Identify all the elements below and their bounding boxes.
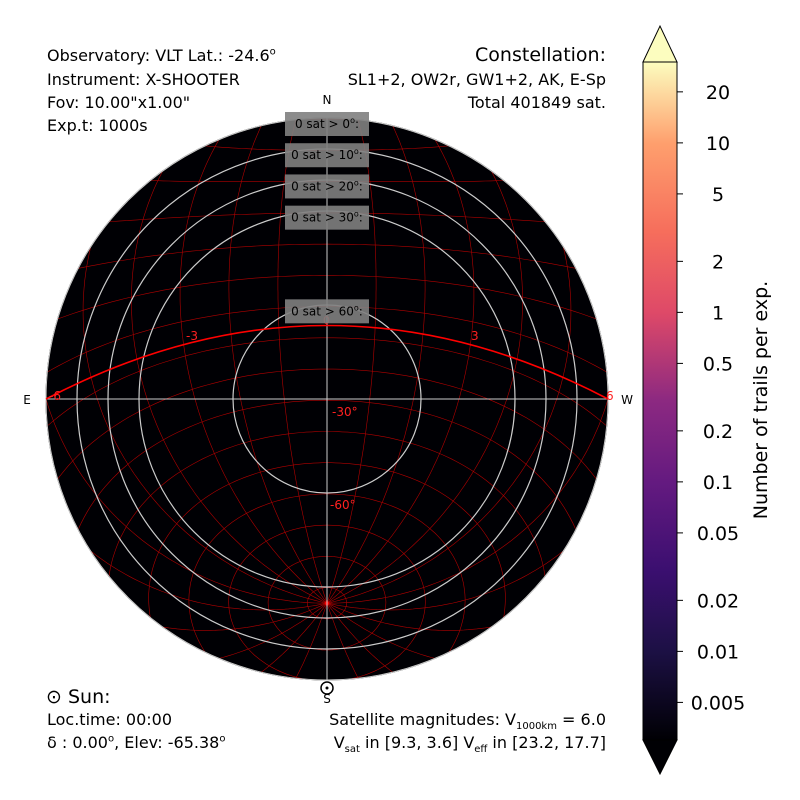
constellation-list: SL1+2, OW2r, GW1+2, AK, E-Sp (347, 70, 606, 89)
altitude-box-degree: o (354, 147, 359, 156)
altitude-box-label: 0 sat > 20o: (291, 178, 363, 193)
colorbar-tick-label: 20 (706, 82, 730, 104)
grid-ha-line (257, 603, 328, 675)
dec-label-60: -60° (330, 498, 356, 512)
altitude-box-bg (285, 299, 369, 324)
grid-ha-line (326, 165, 523, 604)
grid-ha-line (156, 602, 328, 631)
colorbar-tick-label: 0.5 (703, 353, 733, 375)
grid-ha-line (326, 546, 569, 611)
altitude-box-bg (285, 174, 369, 199)
altitude-box-colon: : (355, 117, 359, 131)
altitude-box-colon: : (359, 304, 363, 318)
grid-ha-line (46, 389, 327, 604)
compass-north: N (323, 93, 332, 107)
grid-ha-line (327, 389, 608, 604)
grid-ha-line (326, 118, 377, 604)
sun-marker-dot (325, 686, 329, 690)
grid-ha-line (326, 603, 360, 680)
grid-ha-line (214, 602, 328, 660)
sun-declination: δ : 0.00o, Elev: -65.38o (47, 733, 226, 752)
colorbar-tick-label: 0.005 (691, 692, 745, 714)
altitude-box-label: 0 sat > 10o: (291, 147, 363, 162)
altitude-box-degree: o (350, 116, 355, 125)
colorbar-tick-label: 10 (706, 133, 730, 155)
colorbar-tick-label: 0.2 (703, 421, 733, 443)
altitude-box-label: 0 sat > 30o: (291, 210, 363, 225)
altitude-box-label: 0 sat > 60o: (291, 303, 363, 318)
colorbar-tick-label: 0.01 (697, 641, 739, 663)
grid-ha-line (326, 240, 572, 604)
ha-label-6: 6 (606, 389, 614, 403)
ha-label-3: 3 (471, 329, 479, 343)
observatory-label: Observatory: VLT Lat.: -24.6o (47, 46, 276, 65)
colorbar-extend-top (642, 24, 678, 63)
colorbar-tick-label: 0.05 (697, 523, 739, 545)
altitude-box-bg (285, 205, 369, 230)
colorbar-tick-label: 5 (712, 184, 724, 206)
compass-south: S (323, 692, 331, 706)
altitude-count-box: 0 sat > 60o: (285, 299, 369, 324)
altitude-box-degree: o (354, 210, 359, 219)
colorbar-tick-label: 0.1 (703, 472, 733, 494)
altitude-count-box: 0 sat > 20o: (285, 174, 369, 199)
grid-ha-line (326, 602, 440, 660)
instrument-label: Instrument: X-SHOOTER (47, 70, 240, 89)
grid-ha-line (326, 122, 426, 604)
altitude-box-bg (285, 112, 369, 136)
altitude-count-box: 0 sat > 30o: (285, 205, 369, 230)
constellation-title: Constellation: (475, 44, 606, 66)
fov-label: Fov: 10.00"x1.00" (47, 93, 191, 112)
compass-west: W (621, 393, 633, 407)
colorbar-frame (642, 61, 678, 741)
celestial-equator (45, 324, 609, 400)
grid-ha-line (326, 136, 475, 604)
grid-ha-line (277, 118, 328, 604)
colorbar-tick-label: 2 (712, 251, 724, 273)
grid-ha-line (131, 165, 328, 604)
sun-symbol-icon: ⊙ (46, 686, 62, 708)
sun-heading: ⊙ Sun: (46, 686, 111, 708)
grid-ha-line (326, 603, 397, 675)
altitude-box-colon: : (359, 211, 363, 225)
colorbar-gradient (643, 62, 677, 740)
altitude-box-bg (285, 143, 369, 168)
colorbar-tick-label: 0.02 (697, 590, 739, 612)
dec-label-30: -30° (332, 405, 358, 419)
altitude-box-degree: o (354, 178, 359, 187)
ha-label-neg6: -6 (49, 389, 61, 403)
altitude-box-label: 0 sat > 0o: (295, 116, 359, 131)
altitude-box-colon: : (359, 148, 363, 162)
colorbar-label: Number of trails per exp. (750, 281, 772, 519)
vsat-veff-ranges: Vsat in [9.3, 3.6] Veff in [23.2, 17.7] (333, 733, 606, 756)
local-time: Loc.time: 00:00 (47, 710, 173, 729)
colorbar-tick-label: 1 (712, 302, 724, 324)
exposure-label: Exp.t: 1000s (47, 116, 148, 135)
altitude-box-colon: : (359, 179, 363, 193)
grid-ha-line (326, 602, 498, 631)
colorbar-extend-bottom (642, 739, 678, 776)
satellite-magnitudes: Satellite magnitudes: V1000km = 6.0 (329, 710, 606, 733)
grid-ha-line (179, 136, 328, 604)
altitude-box-degree: o (354, 303, 359, 312)
altitude-count-box: 0 sat > 0o: (285, 112, 369, 136)
grid-ha-line (228, 122, 328, 604)
grid-ha-line (85, 546, 328, 611)
altitude-count-box: 0 sat > 10o: (285, 143, 369, 168)
total-satellites: Total 401849 sat. (467, 93, 606, 112)
compass-east: E (23, 393, 31, 407)
grid-ha-line (82, 240, 328, 604)
grid-ha-line (294, 603, 328, 680)
ha-label-neg3: -3 (186, 329, 198, 343)
